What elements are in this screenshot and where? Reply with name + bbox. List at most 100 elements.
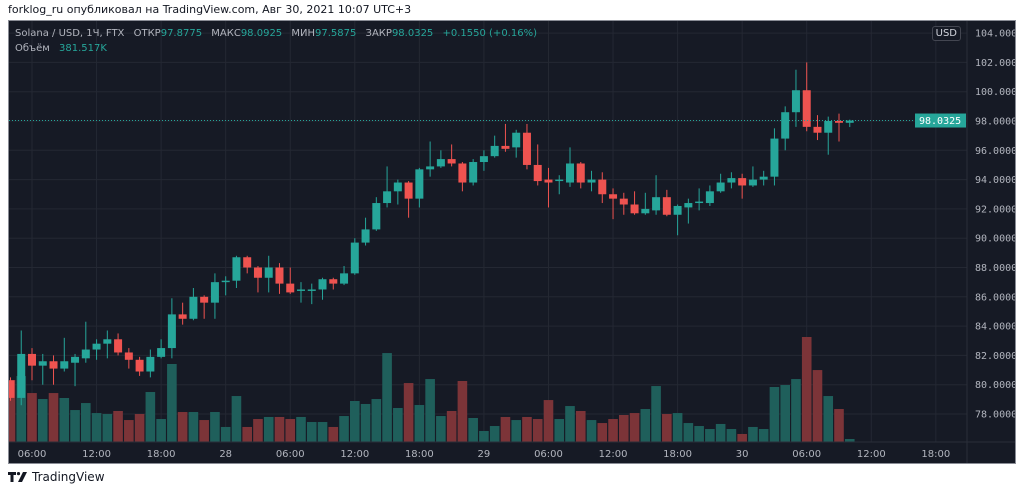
candle-body [71,356,80,363]
candlestick-chart[interactable]: 104.0000 102.0000 100.0000 98.0000 96.0000 94… [9,21,1015,463]
candle-body [243,257,252,268]
time-tick-label: 29 [478,449,491,460]
time-tick-label: 06:00 [276,449,305,460]
volume-bar [393,407,403,442]
candle-down [275,263,284,294]
chart-panel[interactable]: 104.0000 102.0000 100.0000 98.0000 96.0000 94… [8,20,1016,464]
volume-bar [726,429,737,442]
symbol-title[interactable]: Solana / USD, 1Ч, FTX [15,28,125,39]
candle-up [436,150,445,168]
candle-body [297,289,305,291]
candle-body [824,121,833,133]
candle-body [253,267,262,278]
candle-up [307,283,316,305]
candle-body [479,156,488,163]
close-value: 98.0325 [391,28,434,39]
candle-up [340,266,349,286]
candle-down [329,277,338,290]
price-tick-label: 92.0000 [975,204,1015,215]
candle-body [9,380,15,398]
price-tick-label: 102.0000 [975,58,1015,69]
candle-body [114,339,123,353]
time-tick-label: 06:00 [534,449,563,460]
ohlc-row: Solana / USD, 1Ч, FTX ОТКР97.8775 МАКС98… [15,26,537,41]
volume-bar [403,383,414,442]
candle-down [200,295,209,319]
candle-body [28,353,36,366]
candle-body [49,361,58,369]
volume-bar [199,420,209,442]
volume-bar [210,412,220,442]
candle-up [383,166,392,208]
candle-down [253,266,262,293]
volume-bar [500,416,511,442]
volume-value: 381.517K [59,43,107,54]
candle-body [813,126,822,133]
candle-up [748,166,757,187]
candle-body [759,176,768,180]
candle-up [71,353,80,387]
volume-bar [124,420,134,442]
candle-up [652,175,661,215]
candle-body [178,314,187,319]
candle-body [232,257,241,281]
candle-up [103,330,112,359]
candle-up [189,288,198,321]
high-value: 98.0925 [240,28,283,39]
candle-body [264,267,273,278]
candle-down [404,181,413,218]
price-tick-label: 94.0000 [975,175,1015,186]
volume-bar [812,370,823,442]
volume-bar [414,405,425,442]
price-tick-label: 84.0000 [975,322,1015,333]
volume-bar [48,393,59,442]
candle-up [157,339,166,359]
candle-up [167,298,176,359]
volume-bar [167,363,177,442]
candle-up [81,321,90,363]
candle-body [329,279,338,284]
volume-bar [479,430,489,442]
candle-up [587,170,596,192]
volume-bar [748,426,758,442]
candle-up [759,170,768,186]
candle-up [372,197,381,231]
candle-body [469,162,478,183]
candle-up [727,172,736,189]
candle-body [662,197,671,215]
candle-body [845,120,854,123]
candle-body [275,267,284,284]
price-tick-label: 88.0000 [975,263,1015,274]
volume-bar [457,380,468,442]
volume-bar [285,419,296,442]
candle-body [673,205,682,215]
change-value: +0.1550 (+0.16%) [442,28,537,39]
candle-down [447,144,456,167]
candle-body [200,296,209,303]
volume-bar [371,399,382,442]
candle-body [641,208,650,214]
volume-bar [554,419,565,442]
candle-body [350,242,359,274]
candle-up [361,217,370,246]
candle-down [124,348,133,369]
candle-down [662,189,671,217]
candle-down [501,123,510,152]
candle-up [350,238,359,275]
currency-badge[interactable]: USD [931,26,961,41]
volume-bar [16,376,27,442]
candle-down [835,113,843,142]
volume-bar [263,416,274,442]
volume-bar [780,385,790,442]
candle-up [469,159,478,186]
candle-body [372,203,381,230]
candle-body [512,132,521,148]
volume-bar [59,398,70,442]
candle-body [835,121,843,123]
candle-up [232,255,241,289]
time-tick-label: 12:00 [340,449,369,460]
candle-up [512,129,521,158]
candle-body [393,182,402,192]
time-tick-label: 30 [736,449,749,460]
volume-bar [791,379,801,442]
